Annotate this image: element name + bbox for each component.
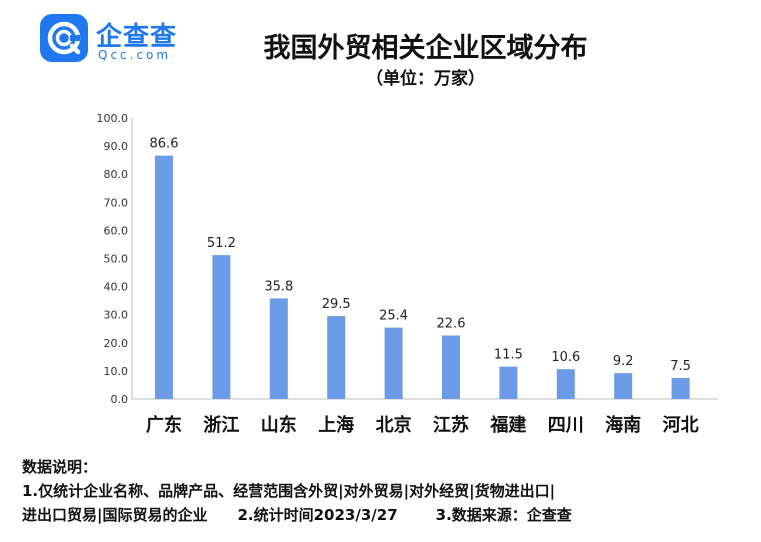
y-tick-label: 40.0	[104, 281, 129, 294]
bar	[671, 377, 690, 399]
notes-heading: 数据说明：	[22, 458, 98, 476]
y-tick-label: 0.0	[111, 393, 129, 406]
category-label: 浙江	[203, 414, 239, 436]
value-label: 51.2	[207, 236, 236, 251]
notes-item1-line1: 1.仅统计企业名称、品牌产品、经营范围含外贸|对外贸易|对外经贸|货物进出口|	[22, 482, 556, 500]
data-notes: 数据说明： 1.仅统计企业名称、品牌产品、经营范围含外贸|对外贸易|对外经贸|货…	[22, 455, 752, 527]
logo: 企查查 Qcc.com	[40, 14, 210, 66]
y-tick-label: 30.0	[104, 309, 129, 322]
bar	[499, 366, 518, 399]
notes-item2: 2.统计时间2023/3/27	[237, 506, 398, 524]
bar-chart: 0.0 10.0 20.0 30.0 40.0 50.0 60.0 70.0 80.0 90.0 1…	[97, 112, 718, 436]
notes-item3: 3.数据来源：企查查	[435, 506, 572, 524]
value-label: 29.5	[322, 297, 351, 312]
bar	[269, 298, 288, 399]
y-tick-label: 60.0	[104, 224, 129, 237]
notes-item1-line2: 进出口贸易|国际贸易的企业	[22, 506, 208, 524]
chart-subtitle: （单位：万家）	[366, 69, 485, 89]
value-label: 7.5	[670, 359, 691, 374]
y-tick-label: 20.0	[104, 337, 129, 350]
chart-title: 我国外贸相关企业区域分布	[263, 33, 588, 64]
bar	[327, 316, 346, 399]
bar	[384, 327, 403, 399]
value-label: 11.5	[494, 348, 523, 363]
value-label: 10.6	[551, 350, 580, 365]
bar	[212, 255, 231, 399]
bar	[614, 373, 633, 399]
y-tick-label: 100.0	[97, 112, 129, 125]
value-label: 25.4	[379, 309, 408, 324]
bar	[155, 155, 173, 399]
value-label: 22.6	[437, 316, 466, 331]
value-label: 9.2	[613, 354, 634, 369]
category-label: 河北	[663, 415, 699, 436]
qcc-logo-icon	[40, 14, 88, 62]
bar	[556, 369, 575, 399]
y-tick-label: 70.0	[104, 196, 129, 209]
y-tick-label: 50.0	[104, 253, 129, 266]
y-tick-label: 10.0	[104, 365, 129, 378]
category-label: 山东	[261, 414, 297, 436]
category-label: 福建	[489, 414, 526, 436]
category-label: 广东	[146, 414, 182, 436]
y-tick-label: 90.0	[104, 140, 129, 153]
category-label: 上海	[318, 414, 354, 436]
logo-name: 企查查	[96, 22, 178, 52]
bar	[442, 335, 460, 399]
category-label: 四川	[548, 415, 584, 436]
y-tick-label: 80.0	[104, 168, 129, 181]
logo-domain: Qcc.com	[98, 48, 172, 62]
value-label: 35.8	[264, 279, 293, 294]
category-label: 江苏	[433, 414, 469, 436]
category-label: 北京	[376, 414, 412, 436]
value-label: 86.6	[150, 137, 179, 152]
category-label: 海南	[605, 414, 641, 436]
